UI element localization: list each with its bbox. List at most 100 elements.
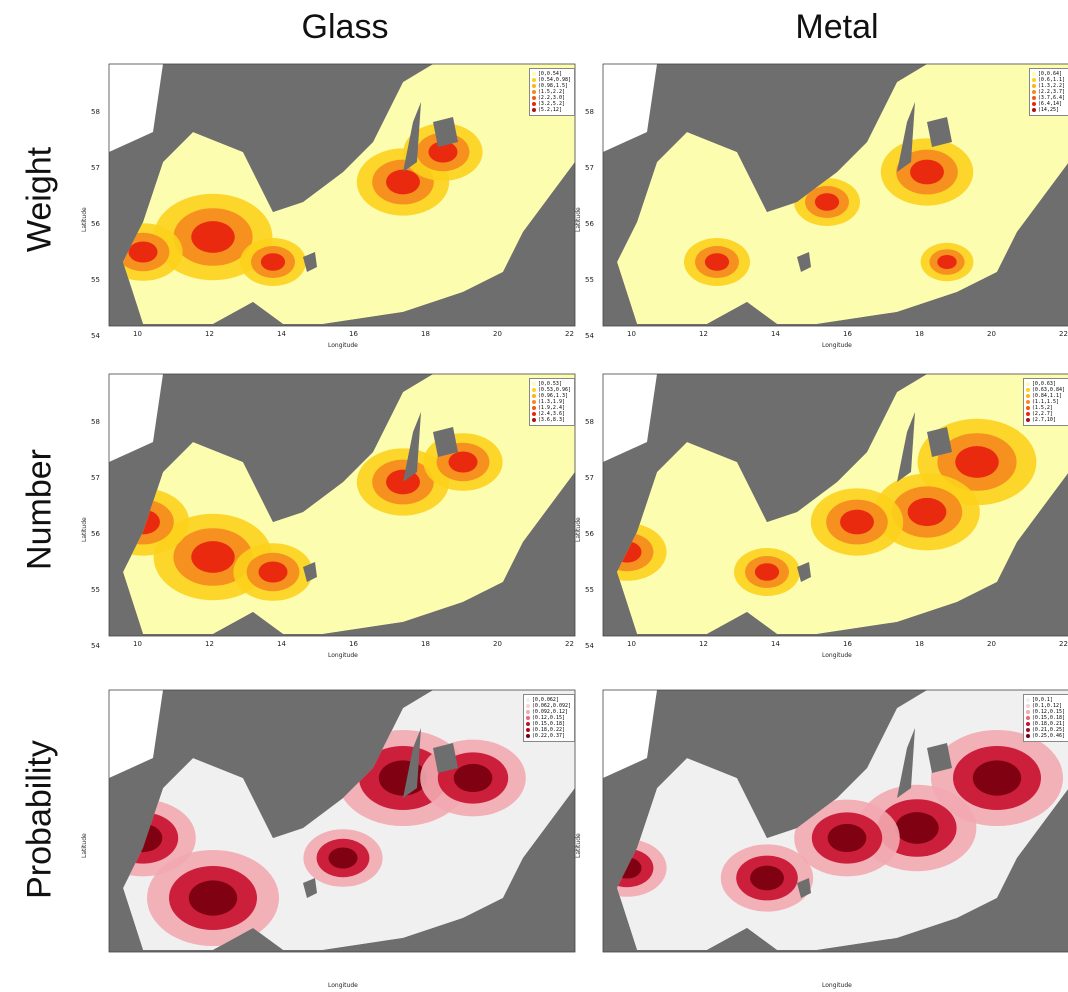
y-tick-label: 55 bbox=[585, 276, 594, 284]
legend: [0,0.1] (0.1,0.12] (0.12,0.15] (0.15,0.18](… bbox=[1022, 694, 1068, 742]
x-axis-label: Longitude bbox=[328, 982, 358, 989]
legend-swatch bbox=[1025, 400, 1030, 404]
legend-label: (0.092,0.12] bbox=[531, 709, 568, 715]
legend-swatch bbox=[525, 710, 530, 714]
density-hotspot bbox=[260, 253, 286, 271]
legend-item: (2,2.7] bbox=[1025, 411, 1065, 417]
legend-swatch bbox=[1025, 716, 1030, 720]
density-hotspot bbox=[910, 159, 944, 185]
legend-label: (5.2,12] bbox=[537, 107, 562, 113]
y-tick-label: 54 bbox=[91, 642, 100, 650]
legend-swatch bbox=[531, 394, 536, 398]
legend-label: (0.54,0.98] bbox=[537, 77, 571, 83]
x-tick-label: 16 bbox=[843, 330, 852, 338]
legend-swatch bbox=[1031, 102, 1036, 106]
legend-swatch bbox=[525, 704, 530, 708]
y-axis-label: Latitude bbox=[81, 207, 88, 232]
density-hotspot bbox=[386, 169, 420, 195]
legend-label: (6.4,14] bbox=[1037, 101, 1062, 107]
density-hotspot bbox=[704, 253, 730, 271]
legend-item: (5.2,12] bbox=[531, 107, 571, 113]
legend-label: (3.6,8.3] bbox=[537, 417, 565, 423]
x-tick-label: 18 bbox=[915, 640, 924, 648]
density-hotspot bbox=[258, 561, 288, 583]
x-tick-label: 14 bbox=[771, 330, 780, 338]
legend-label: (2.4,3.6] bbox=[537, 411, 565, 417]
legend-swatch bbox=[531, 406, 536, 410]
legend-swatch bbox=[1025, 722, 1030, 726]
legend-label: (0.21,0.25] bbox=[1031, 727, 1065, 733]
legend-item: (1.3,2.2] bbox=[1031, 83, 1065, 89]
legend-swatch bbox=[525, 734, 530, 738]
legend-item: (0.15,0.18] bbox=[1025, 715, 1065, 721]
x-tick-label: 10 bbox=[133, 640, 142, 648]
density-hotspot bbox=[907, 497, 947, 527]
row-title-probability: Probability bbox=[20, 740, 59, 899]
density-hotspot bbox=[453, 763, 493, 793]
plot-frame bbox=[108, 689, 576, 953]
legend-item: (14,25] bbox=[1031, 107, 1065, 113]
legend-swatch bbox=[1025, 704, 1030, 708]
legend-swatch bbox=[1031, 84, 1036, 88]
white-land-area bbox=[603, 374, 657, 462]
legend-swatch bbox=[1025, 710, 1030, 714]
legend-swatch bbox=[1025, 728, 1030, 732]
map-svg bbox=[108, 373, 576, 637]
y-tick-label: 55 bbox=[585, 586, 594, 594]
legend-swatch bbox=[1025, 382, 1030, 386]
x-tick-label: 20 bbox=[493, 330, 502, 338]
legend-item: (0.25,0.46] bbox=[1025, 733, 1065, 739]
legend-label: (0.18,0.22] bbox=[531, 727, 565, 733]
legend-item: (1.1,1.5] bbox=[1025, 399, 1065, 405]
island-oland bbox=[403, 412, 421, 482]
island-bornholm bbox=[303, 878, 317, 898]
legend: [0,0.64] (0.6,1.1] (1.3,2.2] (2.2,3.7] (3.7,… bbox=[1028, 68, 1068, 116]
x-axis-label: Longitude bbox=[822, 342, 852, 349]
y-tick-label: 54 bbox=[585, 642, 594, 650]
plot-frame bbox=[602, 373, 1068, 637]
density-hotspot bbox=[937, 254, 957, 270]
island-oland bbox=[897, 728, 915, 798]
density-hotspot bbox=[448, 451, 478, 473]
x-tick-label: 16 bbox=[349, 330, 358, 338]
density-hotspot bbox=[750, 865, 784, 891]
density-hotspot bbox=[972, 760, 1022, 796]
x-axis-label: Longitude bbox=[328, 652, 358, 659]
y-tick-label: 55 bbox=[91, 586, 100, 594]
legend-item: [0,0.53] bbox=[531, 381, 571, 387]
legend-swatch bbox=[525, 716, 530, 720]
legend-label: (1.5,2.2] bbox=[537, 89, 565, 95]
island-gotland bbox=[927, 117, 952, 147]
map-panel-glass-weight: [0,0.54] (0.54,0.98] (0.98,1.5] (1.5,2.2] (2… bbox=[103, 62, 581, 352]
white-land-area bbox=[109, 690, 163, 778]
island-gotland bbox=[433, 117, 458, 147]
density-hotspot bbox=[428, 141, 458, 163]
legend-item: (0.18,0.21] bbox=[1025, 721, 1065, 727]
map-panel-metal-number: [0,0.63] (0.63,0.84] (0.84,1.1] (1.1,1.5] (1… bbox=[597, 372, 1068, 662]
island-gotland bbox=[433, 427, 458, 457]
x-tick-label: 22 bbox=[1059, 640, 1068, 648]
plot-frame bbox=[602, 689, 1068, 953]
legend-item: (0.062,0.092] bbox=[525, 703, 571, 709]
island-bornholm bbox=[797, 878, 811, 898]
density-hotspot bbox=[191, 541, 235, 573]
x-tick-label: 12 bbox=[205, 640, 214, 648]
x-tick-label: 22 bbox=[565, 640, 574, 648]
island-gotland bbox=[927, 427, 952, 457]
legend-swatch bbox=[531, 90, 536, 94]
legend-item: (0.1,0.12] bbox=[1025, 703, 1065, 709]
legend-label: [0,0.53] bbox=[537, 381, 562, 387]
density-hotspot bbox=[188, 880, 238, 916]
x-tick-label: 22 bbox=[565, 330, 574, 338]
legend-label: (0.96,1.3] bbox=[537, 393, 568, 399]
y-tick-label: 55 bbox=[91, 276, 100, 284]
legend-item: (0.12,0.15] bbox=[525, 715, 571, 721]
legend-label: (1.9,2.4] bbox=[537, 405, 565, 411]
y-tick-label: 56 bbox=[91, 530, 100, 538]
y-tick-label: 56 bbox=[91, 220, 100, 228]
island-oland bbox=[897, 102, 915, 172]
y-axis-label: Latitude bbox=[575, 833, 582, 858]
map-svg bbox=[602, 63, 1068, 327]
legend-label: (0.6,1.1] bbox=[1037, 77, 1065, 83]
legend-label: (14,25] bbox=[1037, 107, 1059, 113]
